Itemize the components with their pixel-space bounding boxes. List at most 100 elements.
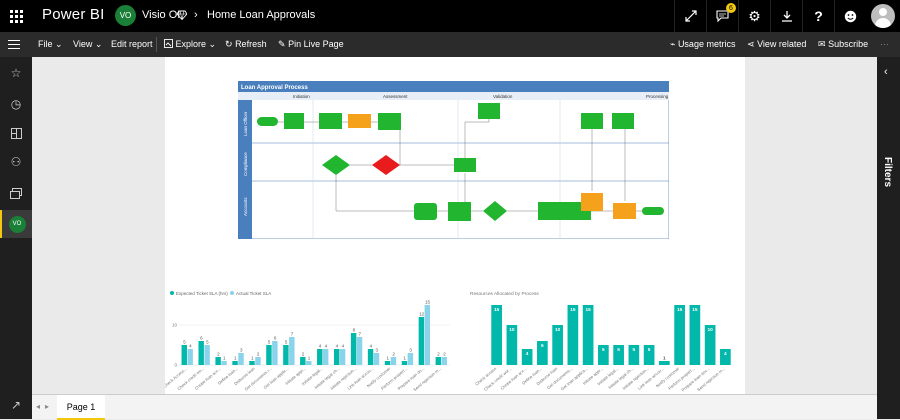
usage-metrics-button[interactable]: ⌁ Usage metrics bbox=[670, 39, 736, 49]
bar bbox=[283, 345, 289, 365]
data-label: 1 bbox=[251, 356, 254, 361]
fullscreen-button[interactable] bbox=[674, 0, 706, 32]
bar bbox=[317, 349, 323, 365]
phase-label: Assessment bbox=[383, 94, 408, 99]
lane-label: Loan Officer bbox=[243, 111, 248, 136]
favorites-button[interactable]: ☆ bbox=[0, 59, 32, 87]
bar bbox=[339, 349, 346, 365]
chevron-down-icon: ⌄ bbox=[55, 39, 63, 49]
apps-button[interactable] bbox=[0, 119, 32, 147]
lane-label: Compliance bbox=[243, 152, 248, 176]
view-menu[interactable]: View ⌄ bbox=[73, 39, 103, 49]
subscribe-button[interactable]: ✉ Subscribe bbox=[818, 39, 869, 49]
sla-bar-chart[interactable]: Expected Ticket SLA (hrs) Actual Ticket S… bbox=[165, 287, 455, 394]
data-label: 3 bbox=[409, 348, 412, 353]
hamburger-icon[interactable] bbox=[8, 40, 20, 49]
chart-title: Resources Allocated by Process bbox=[470, 291, 539, 297]
app-launcher-button[interactable] bbox=[0, 0, 32, 32]
flow-shape-start bbox=[257, 117, 278, 126]
settings-button[interactable]: ⚙ bbox=[738, 0, 770, 32]
get-data-button[interactable]: ↗ bbox=[0, 391, 32, 419]
data-label: 5 bbox=[206, 340, 209, 345]
notifications-button[interactable]: 6 bbox=[706, 0, 738, 32]
data-label: 15 bbox=[570, 307, 576, 313]
feedback-button[interactable] bbox=[834, 0, 866, 32]
data-label: 1 bbox=[663, 356, 666, 362]
page-tab-1[interactable]: Page 1 bbox=[57, 395, 105, 420]
bar bbox=[659, 361, 670, 365]
bar bbox=[643, 345, 655, 365]
prev-page-icon[interactable]: ◂ bbox=[36, 402, 41, 411]
bar bbox=[407, 353, 414, 365]
phase-label: Validation bbox=[493, 94, 513, 99]
data-label: 2 bbox=[217, 352, 220, 357]
expand-icon bbox=[684, 10, 697, 22]
bar bbox=[390, 357, 397, 365]
data-label: 1 bbox=[223, 356, 226, 361]
premium-diamond-icon bbox=[177, 10, 187, 20]
download-icon bbox=[781, 11, 792, 22]
filters-pane-collapsed[interactable]: ‹ Filters bbox=[877, 57, 900, 419]
shared-with-me-button[interactable]: ⚇ bbox=[0, 148, 32, 176]
bar bbox=[300, 357, 306, 365]
bar bbox=[552, 325, 563, 365]
bar bbox=[215, 357, 221, 365]
gear-icon: ⚙ bbox=[748, 7, 761, 24]
data-label: 5 bbox=[602, 347, 605, 353]
legend-entry: Expected Ticket SLA (hrs) bbox=[176, 291, 228, 296]
bar bbox=[289, 337, 295, 365]
data-label: 15 bbox=[585, 307, 591, 313]
bar bbox=[720, 349, 731, 365]
bar bbox=[373, 353, 380, 365]
bar bbox=[537, 341, 548, 365]
page-navigation-bar: ◂ ▸ Page 1 bbox=[32, 394, 877, 420]
explore-menu[interactable]: Explore ⌄ bbox=[164, 39, 216, 50]
bar bbox=[322, 349, 329, 365]
data-label: 5 bbox=[633, 347, 636, 353]
refresh-icon: ↻ bbox=[225, 39, 233, 49]
more-options-icon[interactable]: ··· bbox=[880, 39, 889, 49]
help-button[interactable]: ? bbox=[802, 0, 834, 32]
workspace-name[interactable]: Visio OI bbox=[142, 9, 181, 21]
apps-icon bbox=[10, 127, 22, 139]
pin-live-page-button[interactable]: ✎ Pin Live Page bbox=[278, 39, 344, 49]
refresh-button[interactable]: ↻ Refresh bbox=[225, 39, 267, 49]
data-label: 2 bbox=[257, 352, 260, 357]
brand-title[interactable]: Power BI bbox=[42, 6, 105, 23]
visio-title: Loan Approval Process bbox=[241, 85, 308, 91]
data-label: 1 bbox=[308, 356, 311, 361]
visio-diagram[interactable]: Loan Approval Process Initiation Assessm… bbox=[238, 81, 669, 239]
clock-icon: ◷ bbox=[10, 97, 22, 111]
edit-report-button[interactable]: Edit report bbox=[111, 39, 153, 49]
data-label: 1 bbox=[386, 356, 389, 361]
phase-label: Initiation bbox=[293, 94, 310, 99]
chevron-left-icon[interactable]: ‹ bbox=[884, 66, 888, 78]
recent-button[interactable]: ◷ bbox=[0, 90, 32, 118]
data-label: 1 bbox=[234, 356, 237, 361]
star-icon: ☆ bbox=[10, 66, 22, 80]
data-label: 2 bbox=[443, 352, 446, 357]
workspace-avatar: VO bbox=[115, 5, 136, 26]
data-label: 3 bbox=[375, 348, 378, 353]
bar bbox=[204, 345, 210, 365]
question-mark-icon: ? bbox=[814, 8, 823, 24]
data-label: 5 bbox=[285, 340, 288, 345]
bar bbox=[628, 345, 640, 365]
data-label: 15 bbox=[494, 307, 500, 313]
current-workspace-button[interactable]: VO bbox=[0, 210, 32, 238]
view-related-button[interactable]: ⋖ View related bbox=[747, 39, 807, 49]
bar bbox=[613, 345, 624, 365]
next-page-icon[interactable]: ▸ bbox=[45, 402, 50, 411]
breadcrumb-chevron-icon: › bbox=[194, 9, 198, 21]
data-label: 4 bbox=[526, 351, 529, 357]
legend-entry: Actual Ticket SLA bbox=[236, 291, 271, 296]
data-label: 8 bbox=[353, 328, 356, 333]
workspaces-button[interactable] bbox=[0, 179, 32, 207]
bar bbox=[441, 357, 447, 365]
download-button[interactable] bbox=[770, 0, 802, 32]
file-menu[interactable]: File ⌄ bbox=[38, 39, 63, 49]
filters-label: Filters bbox=[882, 157, 893, 188]
bar bbox=[272, 341, 278, 365]
user-avatar[interactable] bbox=[871, 4, 895, 28]
